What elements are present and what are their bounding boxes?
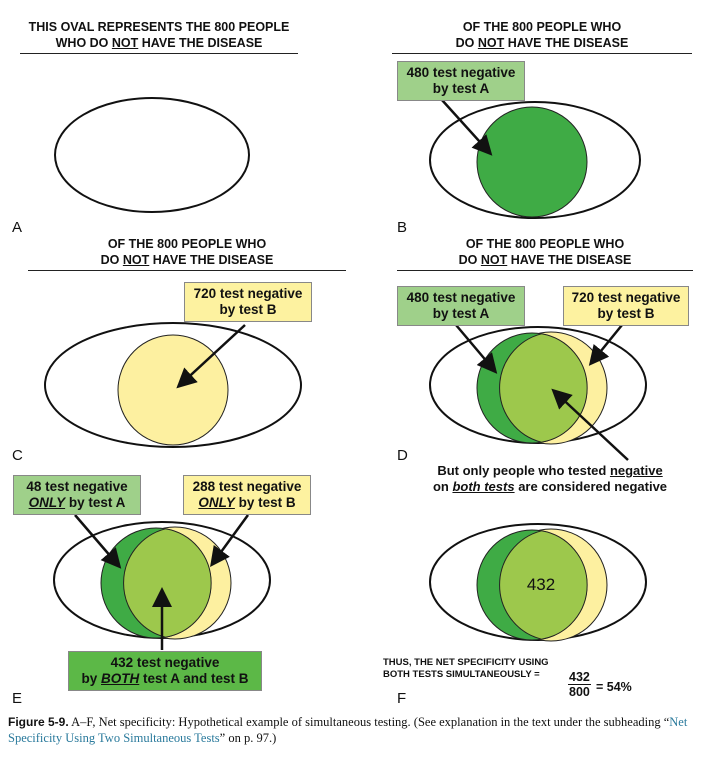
figure-number: Figure 5-9. bbox=[8, 715, 69, 729]
panel-d-arrow-b bbox=[588, 324, 623, 366]
panel-c-title-line2: DO NOT HAVE THE DISEASE bbox=[100, 253, 274, 267]
panel-e-label-only-a: 48 test negative ONLY by test A bbox=[13, 475, 141, 515]
panel-b-title-line1: OF THE 800 PEOPLE WHO bbox=[462, 20, 622, 34]
panel-d-label-test-b: 720 test negative by test B bbox=[563, 286, 689, 326]
panel-e-label-both: 432 test negative by BOTH test A and tes… bbox=[68, 651, 262, 691]
panel-f-result: = 54% bbox=[596, 680, 632, 694]
panel-e-label-only-b: 288 test negative ONLY by test B bbox=[183, 475, 311, 515]
panel-b-circle-test-a bbox=[476, 106, 588, 218]
panel-b-label-test-a: 480 test negative by test A bbox=[397, 61, 525, 101]
panel-d-arrow-a bbox=[455, 324, 498, 374]
panel-c-arrow bbox=[176, 324, 246, 389]
panel-e-arrow-b bbox=[210, 514, 250, 568]
panel-d-title-line1: OF THE 800 PEOPLE WHO bbox=[465, 237, 625, 251]
panel-b-title: OF THE 800 PEOPLE WHO DO NOT HAVE THE DI… bbox=[392, 19, 692, 54]
panel-d-letter: D bbox=[397, 447, 408, 464]
caption-link[interactable]: Net Specificity Using Two Simultaneous T… bbox=[8, 715, 688, 745]
panel-d-title: OF THE 800 PEOPLE WHO DO NOT HAVE THE DI… bbox=[397, 236, 693, 271]
panel-d-label-test-a: 480 test negative by test A bbox=[397, 286, 525, 326]
panel-d-note: But only people who tested negative on b… bbox=[432, 463, 668, 494]
panel-a-title: THIS OVAL REPRESENTS THE 800 PEOPLE WHO … bbox=[20, 19, 298, 54]
panel-c-label-test-b: 720 test negative by test B bbox=[184, 282, 312, 322]
panel-b-letter: B bbox=[397, 219, 408, 236]
panel-a-title-line2: WHO DO NOT HAVE THE DISEASE bbox=[55, 36, 263, 50]
panel-c-title-line1: OF THE 800 PEOPLE WHO bbox=[107, 237, 267, 251]
panel-d-overlap bbox=[499, 333, 588, 443]
figure-caption: Figure 5-9. A–F, Net specificity: Hypoth… bbox=[8, 715, 688, 745]
panel-a-title-line1: THIS OVAL REPRESENTS THE 800 PEOPLE bbox=[28, 20, 290, 34]
panel-a-oval bbox=[54, 97, 250, 213]
panel-f-letter: F bbox=[397, 690, 407, 707]
panel-b-title-line2: DO NOT HAVE THE DISEASE bbox=[455, 36, 629, 50]
panel-c-letter: C bbox=[12, 447, 23, 464]
panel-d-arrow-center bbox=[551, 388, 629, 461]
panel-f-note: THUS, THE NET SPECIFICITY USING BOTH TES… bbox=[383, 657, 549, 680]
panel-d-title-line2: DO NOT HAVE THE DISEASE bbox=[458, 253, 632, 267]
panel-f-overlap bbox=[499, 530, 588, 640]
panel-b-arrow bbox=[441, 99, 493, 156]
panel-c-circle-test-b bbox=[117, 334, 229, 446]
panel-c-title: OF THE 800 PEOPLE WHO DO NOT HAVE THE DI… bbox=[28, 236, 346, 271]
panel-f-fraction: 432 800 bbox=[568, 670, 591, 699]
panel-e-letter: E bbox=[12, 690, 23, 707]
panel-e-arrow-a bbox=[74, 514, 122, 569]
panel-e-overlap bbox=[123, 528, 212, 638]
panel-a-letter: A bbox=[12, 219, 23, 236]
panel-f-center-value: 432 bbox=[527, 575, 555, 594]
